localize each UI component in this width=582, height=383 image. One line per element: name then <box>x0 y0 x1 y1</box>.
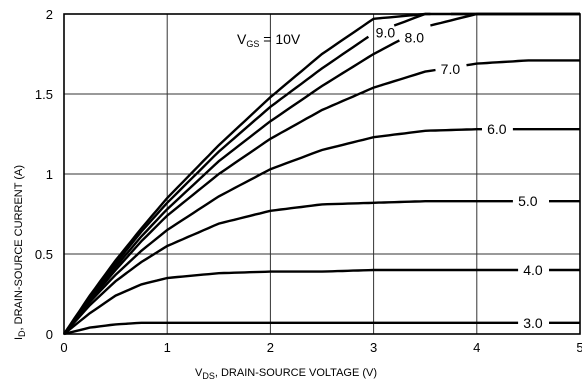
series-line <box>63 35 370 335</box>
series-line <box>63 321 519 336</box>
series-label: 9.0 <box>376 24 396 40</box>
y-axis-label: ID, DRAIN-SOURCE CURRENT (A) <box>13 165 27 340</box>
series-label: 6.0 <box>487 121 507 137</box>
series-line <box>430 12 580 27</box>
series-line <box>63 39 400 335</box>
x-tick-label: 3 <box>370 340 377 355</box>
series-line <box>63 127 482 335</box>
y-tick-label: 0 <box>46 327 53 342</box>
y-tick-labels: 0 0.5 1 1.5 2 <box>35 7 53 342</box>
series-line <box>63 12 431 335</box>
x-tick-label: 5 <box>576 340 582 355</box>
series-line <box>63 200 513 335</box>
y-tick-label: 2 <box>46 7 53 22</box>
series-label: VGS = 10V <box>237 31 301 49</box>
x-tick-labels: 0 1 2 3 4 5 <box>60 340 582 355</box>
x-tick-label: 4 <box>473 340 480 355</box>
series-label: 5.0 <box>518 193 538 209</box>
series-label: 3.0 <box>523 315 543 331</box>
series-label: 4.0 <box>523 262 543 278</box>
x-tick-label: 2 <box>267 340 274 355</box>
series-curves <box>63 12 580 336</box>
y-tick-label: 1.5 <box>35 87 53 102</box>
x-tick-label: 1 <box>164 340 171 355</box>
grid <box>63 13 581 335</box>
series-label: 7.0 <box>441 61 461 77</box>
series-line <box>393 12 580 27</box>
curve-labels: VGS = 10V 9.0 8.0 7.0 6.0 5.0 4.0 3.0 <box>237 24 543 330</box>
y-tick-label: 0.5 <box>35 247 53 262</box>
series-line <box>466 59 580 67</box>
series-line <box>63 268 519 335</box>
series-label: 8.0 <box>405 30 425 46</box>
series-line <box>63 68 436 335</box>
x-axis-label: VDS, DRAIN-SOURCE VOLTAGE (V) <box>195 367 377 381</box>
x-tick-label: 0 <box>60 340 67 355</box>
y-tick-label: 1 <box>46 167 53 182</box>
plot-frame <box>63 13 581 335</box>
